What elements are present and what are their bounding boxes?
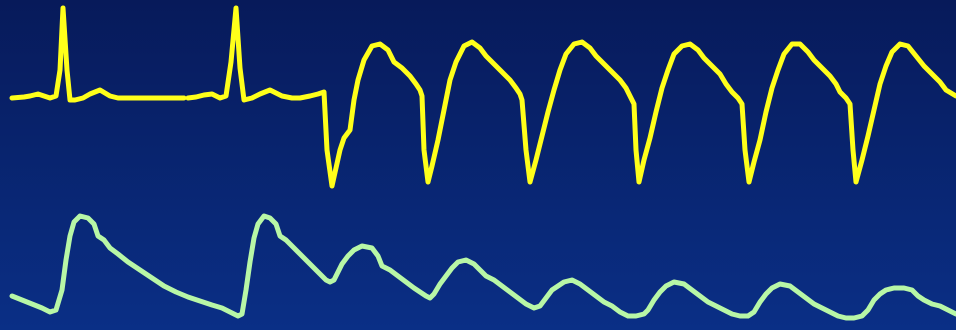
ecg-trace <box>9 5 956 189</box>
pressure-trace <box>9 213 956 321</box>
